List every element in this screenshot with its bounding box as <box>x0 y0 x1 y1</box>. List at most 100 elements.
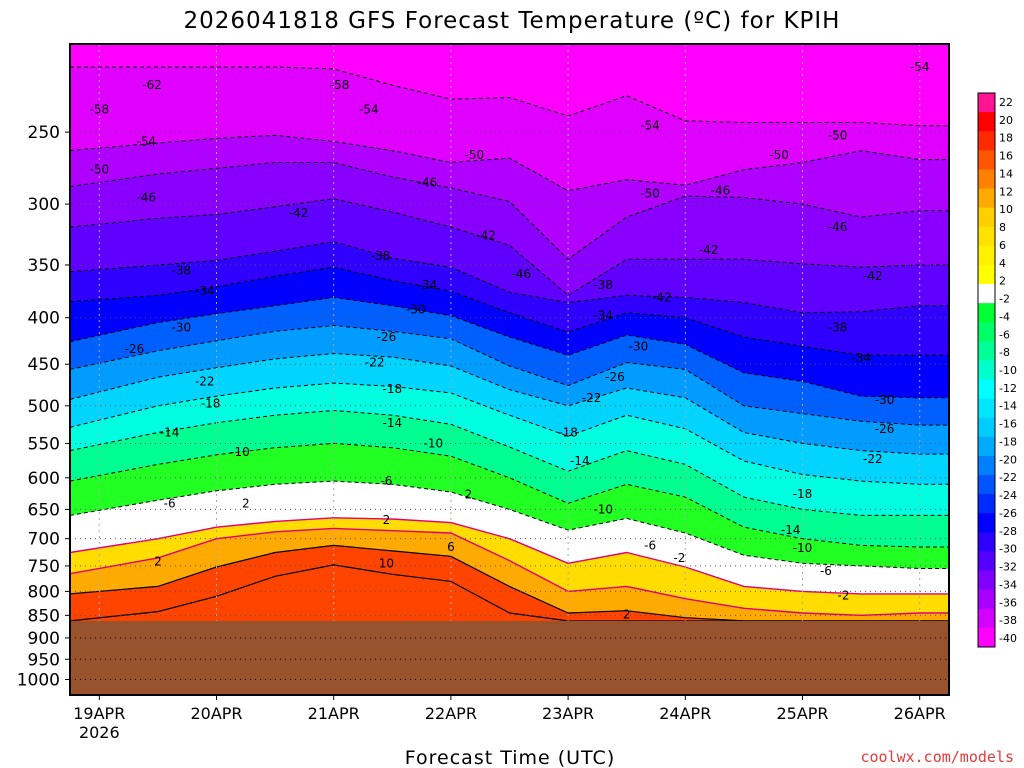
contour-label: -50 <box>769 148 789 162</box>
grid-lines <box>70 44 949 695</box>
y-tick-label: 850 <box>28 606 60 626</box>
x-tick-year: 2026 <box>79 723 120 742</box>
contour--2 <box>70 517 949 595</box>
contour--54 <box>70 66 949 127</box>
colorbar-label: -38 <box>999 614 1017 627</box>
contour-label: -22 <box>365 355 385 369</box>
x-axis-label: Forecast Time (UTC) <box>405 747 615 768</box>
y-tick-label: 600 <box>28 469 60 489</box>
colorbar-label: -20 <box>999 453 1017 466</box>
contour-label: -26 <box>605 370 625 384</box>
colorbar-label: 18 <box>999 132 1013 145</box>
contour-label: -26 <box>125 342 145 356</box>
colorbar-swatch <box>978 475 995 495</box>
contour-label: -34 <box>851 351 871 365</box>
colorbar-swatch <box>978 169 995 190</box>
contour-label: -42 <box>289 206 309 220</box>
contour-label: -38 <box>172 264 192 278</box>
contour-label: -38 <box>828 320 848 334</box>
y-tick-label: 650 <box>28 500 60 520</box>
chart-title: 2026041818 GFS Forecast Temperature (ºC)… <box>184 8 841 34</box>
contour-label: -10 <box>424 436 444 450</box>
colorbar: 22 20 18 16 14 12 10 8 6 4 2 -2 -4 -6 -8 -10 -12 -14 -16 -1… <box>977 92 1017 648</box>
colorbar-swatch <box>978 360 995 381</box>
colorbar-swatch <box>978 93 995 113</box>
colorbar-swatch <box>978 188 995 209</box>
contour--6 <box>70 480 949 569</box>
contour-label: 10 <box>379 556 394 570</box>
x-tick-label: 26APR <box>894 704 946 723</box>
contour-label: -14 <box>781 523 801 537</box>
colorbar-swatch <box>978 150 995 170</box>
contour-label: -58 <box>89 102 109 116</box>
x-tick-label: 22APR <box>425 704 477 723</box>
contour-label: -34 <box>195 284 215 298</box>
contour-label: -50 <box>89 163 109 177</box>
contour--42 <box>70 198 949 297</box>
contour-label: -42 <box>699 243 719 257</box>
contour--30 <box>70 296 949 399</box>
x-tick-label: 25APR <box>776 704 828 723</box>
contour-label: -54 <box>910 60 930 74</box>
colorbar-frame <box>977 92 996 648</box>
colorbar-swatch <box>978 207 995 228</box>
colorbar-swatch <box>978 398 995 419</box>
colorbar-swatch <box>978 322 995 342</box>
contour-label: -34 <box>418 278 438 292</box>
contour-label: -18 <box>793 487 813 501</box>
contour-label: -30 <box>875 393 895 407</box>
colorbar-swatch <box>978 417 995 438</box>
contour-label: -18 <box>382 382 402 396</box>
contour-label: -38 <box>371 249 391 263</box>
contour-label: -54 <box>640 119 660 133</box>
colorbar-swatch <box>978 570 995 591</box>
colorbar-swatch <box>978 341 995 361</box>
contour--14 <box>70 409 949 516</box>
colorbar-swatch <box>978 532 995 552</box>
contour--10 <box>70 442 949 548</box>
plot-area: -62 -58-58 -54-54-54-54-50-50-50-50-50-46-… <box>70 44 949 695</box>
contour--46 <box>70 162 949 260</box>
colorbar-swatch <box>978 494 995 514</box>
contour--22 <box>70 352 949 455</box>
colorbar-swatch <box>978 436 995 457</box>
contour-label: -10 <box>593 502 613 516</box>
colorbar-label: 22 <box>999 96 1013 109</box>
contour--50 <box>70 134 949 192</box>
contour-label: -46 <box>828 220 848 234</box>
contour-label: 2 <box>154 555 162 569</box>
contour-label: 2 <box>465 488 473 502</box>
contour-label: -38 <box>593 278 613 292</box>
colorbar-label: 10 <box>999 203 1013 216</box>
y-tick-label: 950 <box>28 650 60 670</box>
contour-label: -46 <box>136 190 156 204</box>
contour-label: 6 <box>447 540 455 554</box>
y-tick-label: 800 <box>28 582 60 602</box>
y-tick-label: 750 <box>28 557 60 577</box>
x-tick-label: 23APR <box>542 704 594 723</box>
contour-label: -18 <box>201 396 221 410</box>
contour-label: -26 <box>875 422 895 436</box>
temperature-bands <box>70 44 949 695</box>
colorbar-label: -10 <box>999 364 1017 377</box>
colorbar-swatch <box>978 627 995 648</box>
contour-label: -26 <box>377 330 397 344</box>
contour--38 <box>70 241 949 314</box>
pressure-axis: 250 300 350 400 450 500 550 600 650 700 750 800 850 9… <box>17 123 70 691</box>
colorbar-label: 12 <box>999 185 1013 198</box>
contour--26 <box>70 324 949 426</box>
colorbar-label: -28 <box>999 525 1017 538</box>
contour-label: -30 <box>406 303 426 317</box>
y-tick-label: 550 <box>28 434 60 454</box>
colorbar-swatch <box>978 551 995 572</box>
contour-label: -50 <box>640 186 660 200</box>
colorbar-label: -30 <box>999 543 1017 556</box>
contour-label: -10 <box>230 445 250 459</box>
contour-label: -2 <box>838 588 850 602</box>
y-tick-label: 1000 <box>17 671 60 691</box>
x-tick-label: 19APR <box>73 704 125 723</box>
contour-label: -54 <box>136 134 156 148</box>
colorbar-swatch <box>978 513 995 533</box>
contour--34 <box>70 266 949 356</box>
contour--18 <box>70 382 949 485</box>
